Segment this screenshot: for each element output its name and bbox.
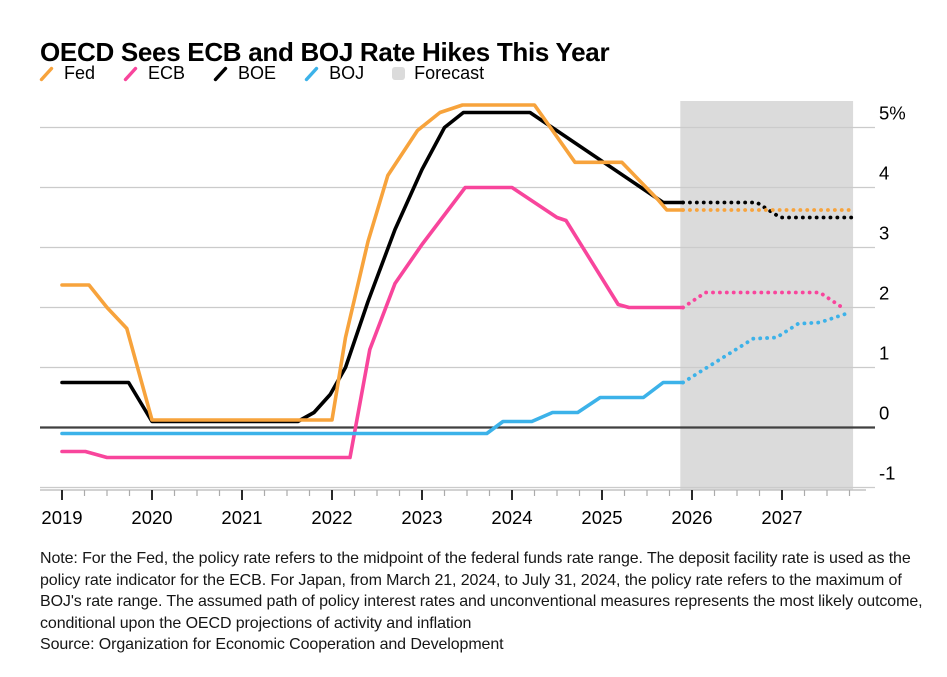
- legend-label: BOJ: [329, 63, 365, 83]
- forecast-swatch-icon: [392, 67, 406, 80]
- x-axis-label: 2024: [491, 507, 532, 528]
- legend-item-fed: Fed: [39, 63, 95, 84]
- legend-label: BOE: [238, 63, 277, 83]
- ecb-line-marker-icon: [123, 66, 138, 81]
- y-axis-label: 2: [879, 283, 889, 304]
- x-axis-label: 2020: [131, 507, 172, 528]
- y-axis-label: -1: [879, 463, 895, 484]
- legend-item-ecb: ECB: [123, 63, 185, 84]
- x-axis-label: 2019: [41, 507, 82, 528]
- series-boj-line: [60, 380, 685, 436]
- legend-label: ECB: [148, 63, 186, 83]
- y-axis-label: 5%: [879, 103, 906, 124]
- legend-item-boj: BOJ: [304, 63, 364, 84]
- forecast-band: [680, 101, 854, 490]
- series-ecb-line: [60, 185, 685, 460]
- x-axis-label: 2026: [671, 507, 712, 528]
- y-axis-label: 4: [879, 163, 889, 184]
- source-text: Source: Organization for Economic Cooper…: [40, 636, 504, 653]
- series-fed-line: [60, 103, 685, 422]
- series-boj-forecast-dotted-line: [681, 311, 849, 385]
- y-axis-label: 1: [879, 343, 889, 364]
- x-axis-label: 2021: [221, 507, 262, 528]
- page-title: OECD Sees ECB and BOJ Rate Hikes This Ye…: [40, 37, 610, 68]
- legend-item-boe: BOE: [213, 63, 276, 84]
- rate-chart: 5% 4 3 2 1 0 -1 2019 2020 2021 2022 2023 2024 2025 202…: [40, 101, 906, 528]
- series-boe-forecast-dotted-line: [681, 200, 855, 220]
- y-axis-label: 0: [879, 403, 889, 424]
- x-axis-label: 2027: [761, 507, 802, 528]
- legend-item-forecast: Forecast: [392, 63, 484, 84]
- series-boe-line: [60, 110, 685, 424]
- footnote: Note: For the Fed, the policy rate refer…: [40, 548, 928, 656]
- legend-label: Fed: [64, 63, 96, 83]
- boj-line-marker-icon: [304, 66, 319, 81]
- boe-line-marker-icon: [213, 66, 228, 81]
- series-ecb-forecast-dotted-line: [681, 290, 847, 312]
- legend-label: Forecast: [414, 63, 485, 83]
- x-axis-label: 2022: [311, 507, 352, 528]
- fed-line-marker-icon: [39, 66, 54, 81]
- x-axis-label: 2025: [581, 507, 622, 528]
- legend: Fed ECB BOE BOJ Forecast: [39, 63, 484, 84]
- x-axis-label: 2023: [401, 507, 442, 528]
- y-axis-label: 3: [879, 223, 889, 244]
- note-text: Note: For the Fed, the policy rate refer…: [40, 550, 923, 632]
